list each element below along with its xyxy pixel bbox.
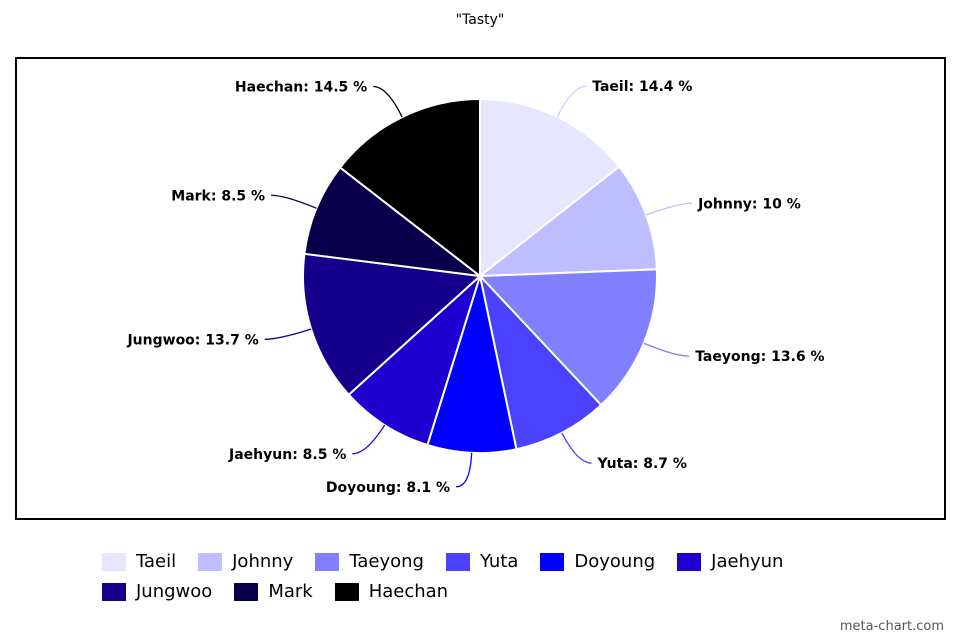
slice-label-doyoung: Doyoung: 8.1 % (326, 480, 450, 496)
legend-label: Johnny (232, 551, 294, 572)
pie-slice-taeil (479, 97, 621, 279)
pie-slice-johnny (476, 165, 658, 278)
legend-item-johnny: Johnny (198, 547, 293, 577)
pie-slice-haechan (338, 97, 481, 279)
legend-label: Yuta (479, 551, 519, 572)
legend-label: Taeil (136, 551, 177, 572)
legend-row: Taeil Johnny Taeyong Yuta Doyoung Jaehyun (102, 547, 902, 577)
legend-swatch (198, 553, 223, 571)
slice-label-jungwoo: Jungwoo: 13.7 % (126, 332, 258, 348)
slice-label-yuta: Yuta: 8.7 % (597, 456, 687, 472)
slice-label-johnny: Johnny: 10 % (697, 196, 801, 212)
pie-slice-mark (303, 166, 484, 278)
legend-swatch (334, 583, 359, 601)
legend-swatch (540, 553, 565, 571)
leader-line-yuta (561, 432, 592, 464)
leader-line-taeyong (643, 342, 690, 357)
legend-swatch (102, 583, 126, 601)
legend-item-yuta: Yuta (445, 547, 519, 577)
legend-label: Mark (268, 581, 313, 602)
chart-frame (15, 57, 946, 520)
slice-label-mark: Mark: 8.5 % (171, 188, 265, 204)
legend-swatch (234, 583, 259, 601)
slice-label-haechan: Haechan: 14.5 % (235, 80, 367, 96)
legend-item-taeil: Taeil (102, 547, 176, 577)
pie-slice-jungwoo (302, 252, 483, 397)
chart-legend: Taeil Johnny Taeyong Yuta Doyoung Jaehyun Jung… (102, 547, 902, 607)
slice-label-taeil: Taeil: 14.4 % (592, 79, 692, 95)
legend-item-doyoung: Doyoung (540, 547, 655, 577)
legend-swatch (677, 553, 702, 571)
leader-line-johnny (645, 202, 693, 216)
slice-label-jaehyun: Jaehyun: 8.5 % (228, 447, 346, 463)
legend-row: Jungwoo Mark Haechan (102, 577, 902, 607)
pie-slice-yuta (478, 272, 603, 451)
slice-label-taeyong: Taeyong: 13.6 % (695, 349, 824, 365)
legend-label: Jungwoo (136, 581, 213, 602)
leader-line-jaehyun (352, 424, 386, 455)
legend-swatch (445, 553, 470, 571)
leader-line-mark (271, 194, 317, 209)
legend-item-jaehyun: Jaehyun (677, 547, 783, 577)
leader-line-haechan (373, 85, 403, 118)
legend-label: Haechan (368, 581, 449, 602)
legend-label: Taeyong (349, 551, 424, 572)
legend-label: Jaehyun (711, 551, 784, 572)
pie-slice-doyoung (426, 272, 518, 454)
legend-item-taeyong: Taeyong (315, 547, 424, 577)
legend-item-mark: Mark (234, 577, 313, 607)
leader-line-jungwoo (264, 328, 312, 340)
leader-line-taeil (556, 85, 587, 118)
chart-title: "Tasty" (455, 12, 505, 28)
pie-slice-taeyong (477, 268, 658, 407)
watermark: meta-chart.com (839, 619, 944, 634)
pie-slice-jaehyun (347, 272, 483, 447)
legend-item-jungwoo: Jungwoo (102, 577, 212, 607)
leader-line-doyoung (455, 452, 473, 488)
legend-swatch (102, 553, 126, 571)
legend-swatch (315, 553, 340, 571)
legend-label: Doyoung (574, 551, 656, 572)
legend-item-haechan: Haechan (334, 577, 449, 607)
